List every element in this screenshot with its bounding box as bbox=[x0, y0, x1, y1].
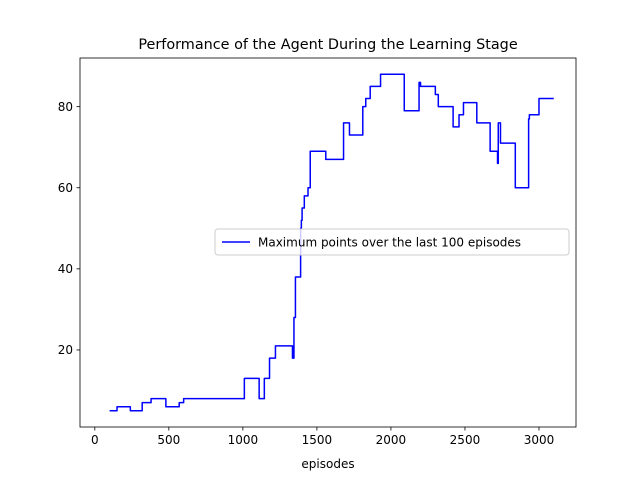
y-tick-label: 80 bbox=[58, 100, 73, 114]
plot-frame bbox=[79, 57, 577, 428]
x-axis-label: episodes bbox=[301, 457, 354, 471]
y-tick-label: 40 bbox=[58, 262, 73, 276]
plot-area bbox=[109, 73, 554, 412]
x-tick-label: 0 bbox=[91, 433, 99, 447]
legend-entry-label: Maximum points over the last 100 episode… bbox=[258, 235, 521, 249]
y-axis: 20 40 60 80 bbox=[58, 100, 80, 357]
legend-box bbox=[214, 228, 570, 256]
x-tick-label: 2000 bbox=[376, 433, 407, 447]
x-tick-label: 500 bbox=[157, 433, 180, 447]
series-line-0 bbox=[109, 73, 554, 412]
y-tick-label: 20 bbox=[58, 343, 73, 357]
legend: Maximum points over the last 100 episode… bbox=[214, 228, 570, 256]
x-tick-label: 2500 bbox=[450, 433, 481, 447]
chart-title: Performance of the Agent During the Lear… bbox=[138, 37, 517, 53]
x-tick-label: 3000 bbox=[524, 433, 555, 447]
x-tick-label: 1500 bbox=[302, 433, 333, 447]
x-tick-label: 1000 bbox=[228, 433, 259, 447]
y-tick-label: 60 bbox=[58, 181, 73, 195]
x-axis: 0 500 1000 1500 2000 2500 3000 bbox=[91, 427, 554, 447]
